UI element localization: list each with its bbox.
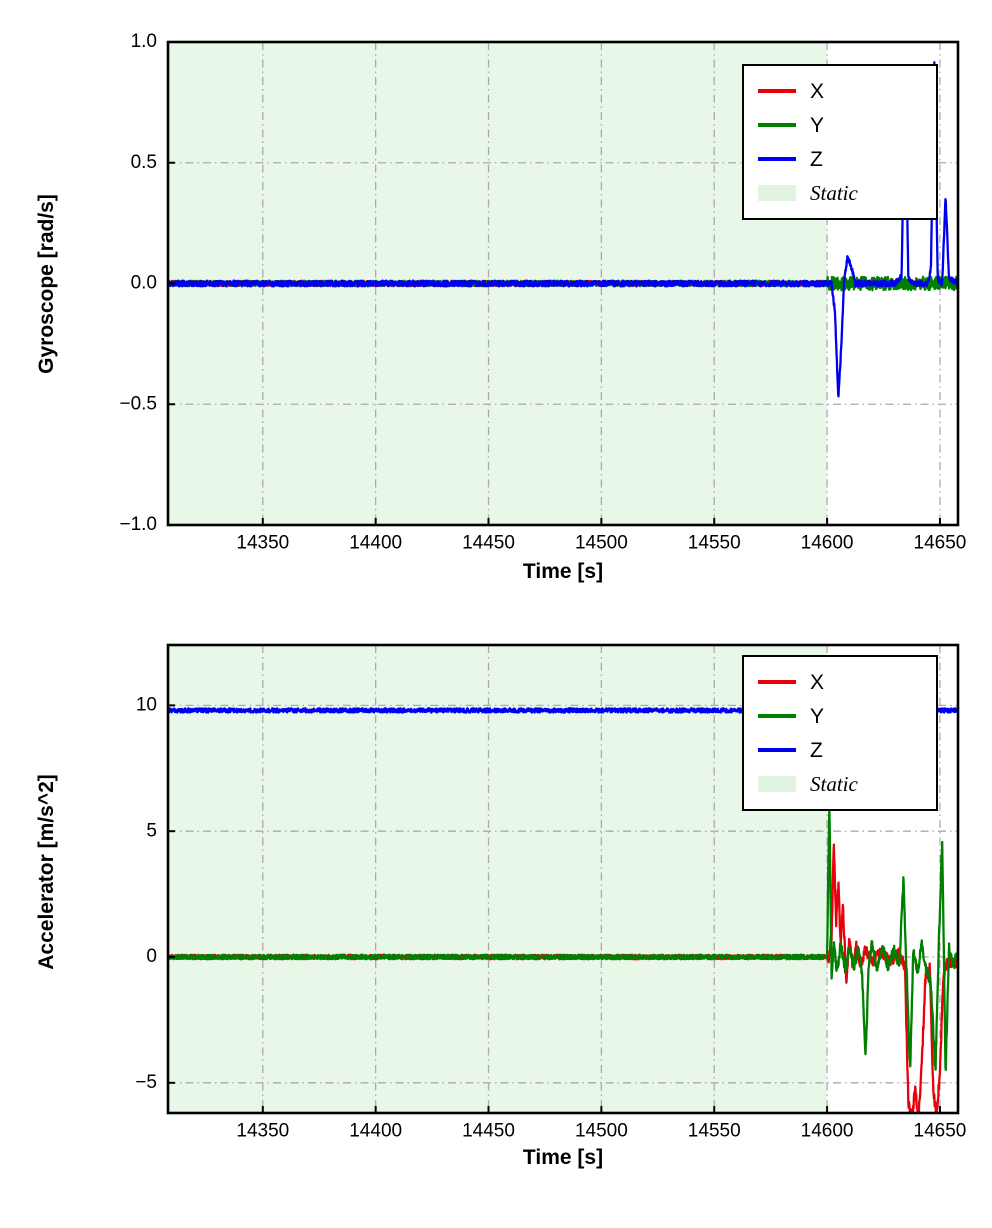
legend-item-y: Y	[744, 108, 936, 142]
legend-patch-swatch-static	[758, 185, 796, 201]
legend-label-y: Y	[810, 704, 825, 728]
legend-item-static: Static	[744, 176, 936, 210]
legend-label-y: Y	[810, 113, 825, 137]
legend-label-z: Z	[810, 147, 823, 171]
legend-line-swatch-z	[758, 748, 796, 752]
legend-label-x: X	[810, 670, 825, 694]
legend-item-z: Z	[744, 142, 936, 176]
accelerator-y-axis-label: Accelerator [m/s^2]	[35, 774, 58, 970]
legend-label-static: Static	[810, 771, 858, 796]
legend-line-swatch-x	[758, 680, 796, 684]
legend-label-z: Z	[810, 738, 823, 762]
legend-line-swatch-x	[758, 89, 796, 93]
gyroscope-legend-box: X Y Z Static	[742, 64, 938, 220]
legend-label-static: Static	[810, 180, 858, 205]
legend-label-x: X	[810, 79, 825, 103]
legend-item-y: Y	[744, 699, 936, 733]
accelerator-legend-box: X Y Z Static	[742, 655, 938, 811]
legend-line-swatch-y	[758, 714, 796, 718]
accelerator-x-axis-label: Time [s]	[522, 1146, 604, 1169]
legend-patch-swatch-static	[758, 776, 796, 792]
legend-item-static: Static	[744, 767, 936, 801]
legend-line-swatch-z	[758, 157, 796, 161]
gyroscope-y-axis-label: Gyroscope [rad/s]	[35, 194, 58, 374]
legend-item-x: X	[744, 665, 936, 699]
legend-item-z: Z	[744, 733, 936, 767]
legend-item-x: X	[744, 74, 936, 108]
legend-line-swatch-y	[758, 123, 796, 127]
gyroscope-x-axis-label: Time [s]	[522, 560, 604, 583]
